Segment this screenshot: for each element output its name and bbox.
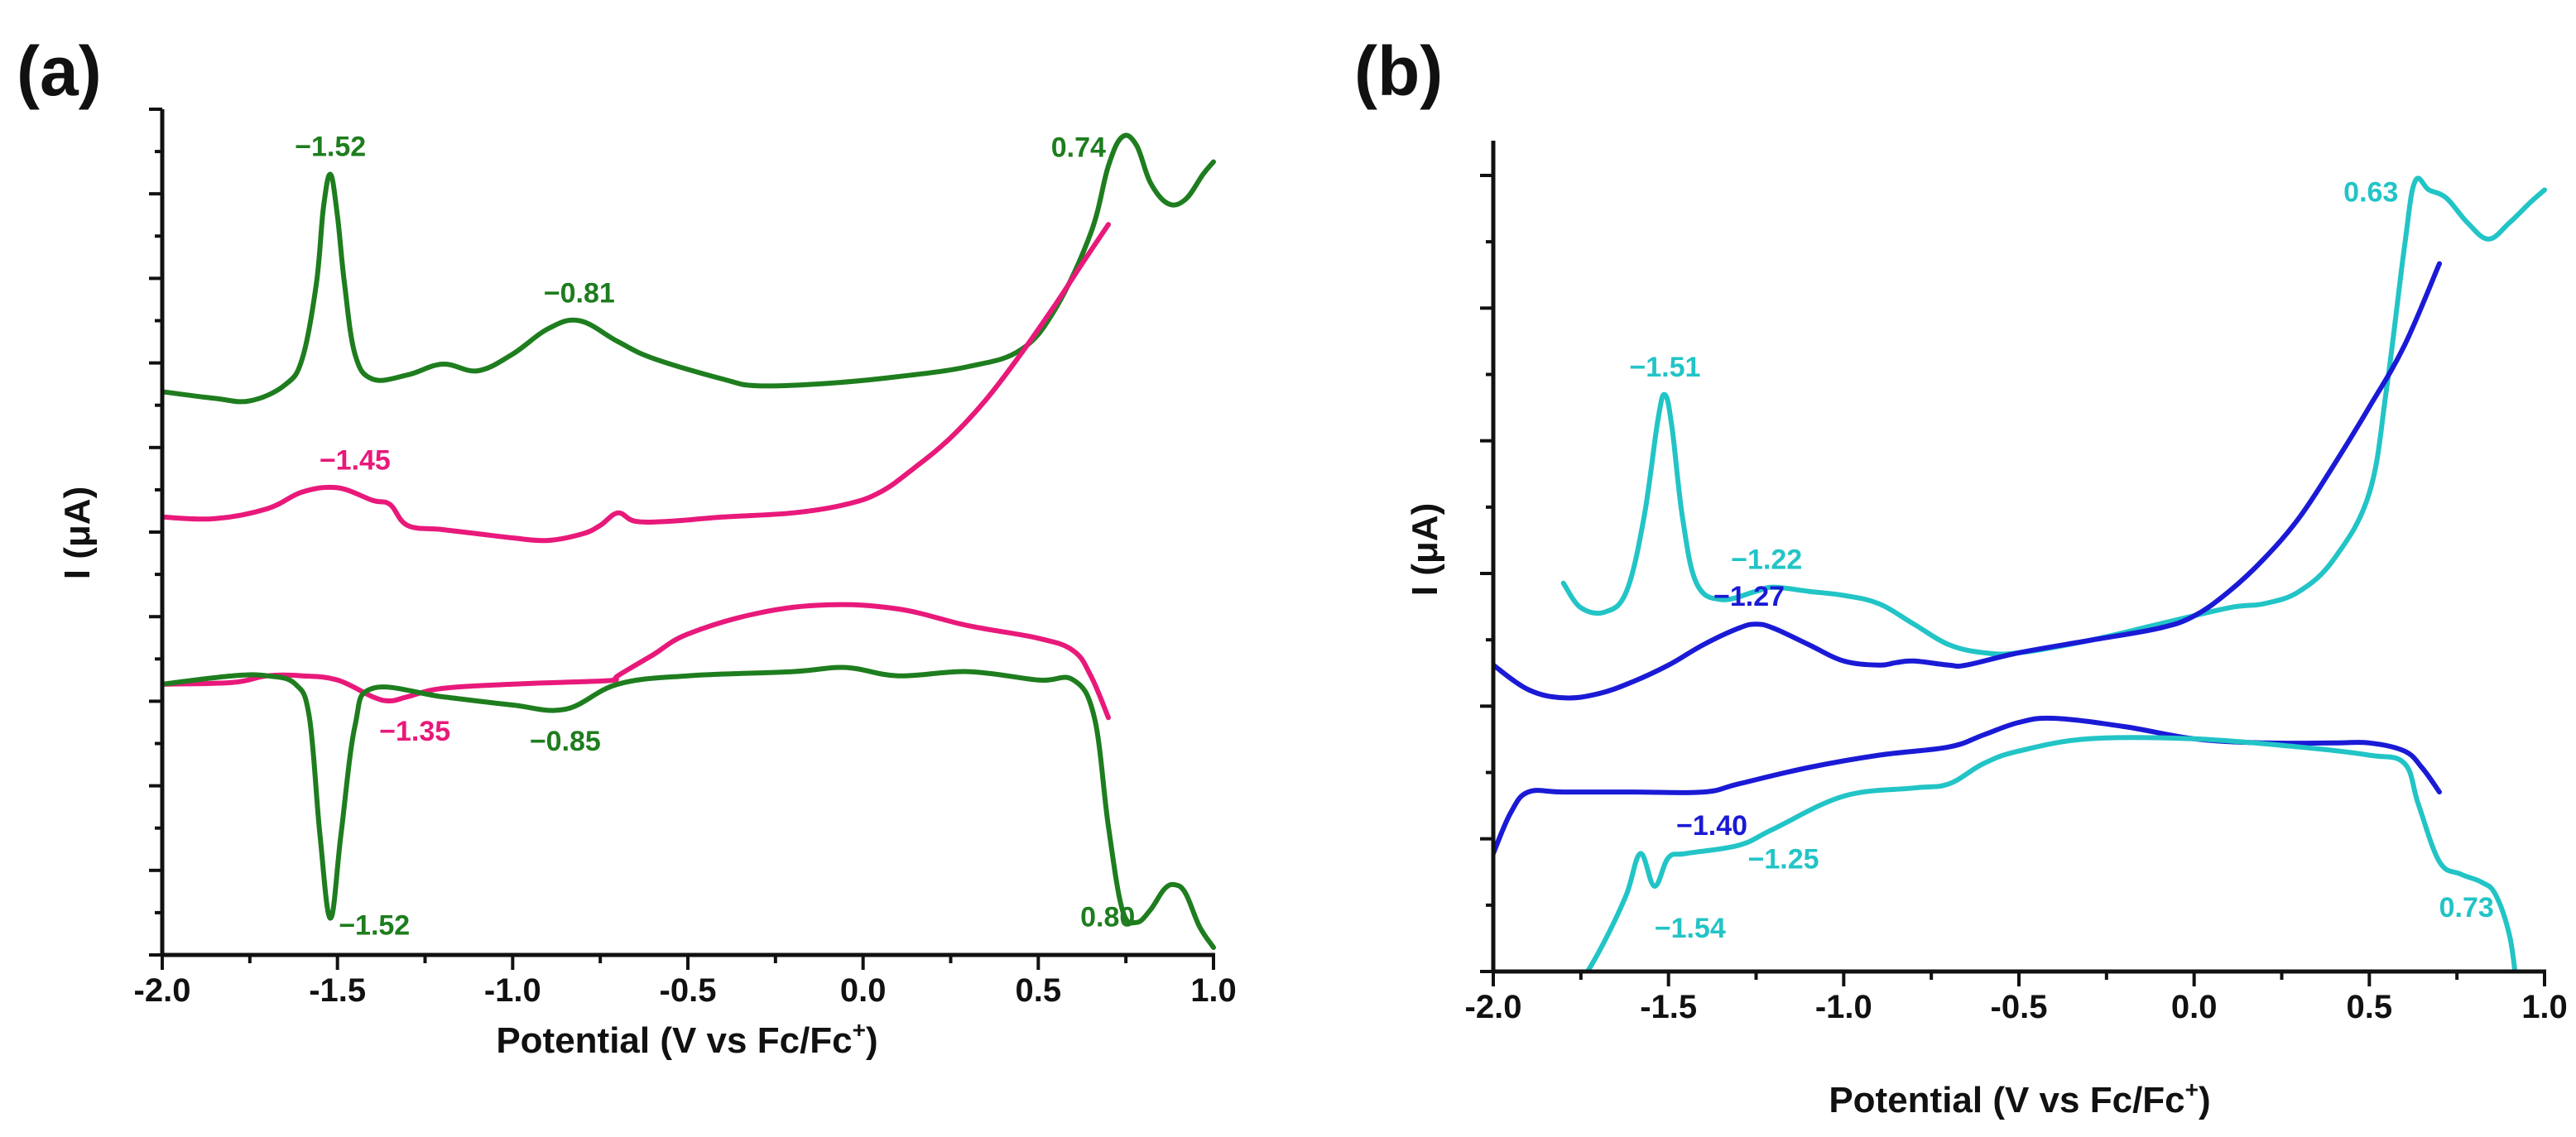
panel-b-xtick-label: 0.0 — [2171, 989, 2218, 1025]
panel-a-peak-label: −1.52 — [295, 132, 366, 163]
panel-b-peak-label: 0.73 — [2439, 892, 2494, 924]
panel-a-xtick-label: 0.5 — [1016, 972, 1062, 1009]
panel-a-xlabel-main: Potential (V vs Fc/Fc — [496, 1020, 852, 1061]
panel-b-xlabel: Potential (V vs Fc/Fc+) — [1829, 1077, 2210, 1120]
panel-b-ylabel: I (μA) — [1405, 503, 1445, 596]
panel-a-peak-label: −1.52 — [339, 910, 410, 942]
panel-a-xtick-label: -1.0 — [484, 972, 541, 1009]
panel-b-series-blue-forward — [1493, 261, 2442, 701]
panel-a-plot: -2.0 -1.5 -1.0 -0.5 0.0 0.5 1.0 −1.52 −0.81 0.74 −… — [134, 108, 1237, 1009]
panel-a-series-pink-forward — [162, 222, 1111, 544]
panel-b-peak-label: −1.27 — [1713, 581, 1785, 612]
panel-b-xtick-label: -0.5 — [1991, 989, 2048, 1025]
panel-b-peak-label: −1.51 — [1629, 352, 1700, 383]
panel-b-plot: -2.0 -1.5 -1.0 -0.5 0.0 0.5 1.0 0.63 −1.51 −1.22 −… — [1465, 174, 2568, 1025]
panel-a-xtick-label: -1.5 — [309, 972, 366, 1009]
panel-b-xtick-label: -1.5 — [1640, 989, 1697, 1025]
panel-a-xtick-label: -0.5 — [660, 972, 717, 1009]
panel-b-xlabel-end: ) — [2199, 1080, 2211, 1120]
panel-b-xtick-label: 1.0 — [2521, 989, 2568, 1025]
panel-a-xtick-label: 1.0 — [1190, 972, 1237, 1009]
panel-b-xtick-label: 0.5 — [2347, 989, 2393, 1025]
panel-a-ylabel: I (μA) — [57, 487, 98, 579]
panel-b-xtick-label: -1.0 — [1815, 989, 1872, 1025]
panel-b-peak-label: −1.25 — [1748, 844, 1819, 876]
panel-a-peak-label: −0.85 — [530, 726, 601, 757]
panel-a-peak-label: −1.45 — [320, 444, 391, 476]
panel-b-label: (b) — [1354, 32, 1443, 110]
panel-b-peak-label: −1.40 — [1676, 810, 1747, 842]
panel-b-peak-label: −1.54 — [1655, 913, 1726, 944]
panel-b-xlabel-sup: + — [2185, 1077, 2199, 1102]
panel-b-peak-label: 0.63 — [2343, 177, 2398, 209]
panel-a-xtick-label: -2.0 — [134, 972, 191, 1009]
panel-a-series-green-forward — [162, 132, 1216, 405]
panel-a-xlabel-end: ) — [866, 1020, 878, 1061]
panel-a-xtick-label: 0.0 — [840, 972, 887, 1009]
panel-a-series-green-reverse — [162, 664, 1216, 950]
panel-b-xtick-label: -2.0 — [1465, 989, 1522, 1025]
panel-b-series-cyan-forward — [1560, 175, 2547, 657]
panel-a-peak-label: 0.74 — [1051, 132, 1106, 163]
panel-a-xlabel: Potential (V vs Fc/Fc+) — [496, 1017, 877, 1061]
panel-a-peak-label: 0.80 — [1080, 902, 1135, 933]
panel-a-peak-label: −1.35 — [379, 716, 450, 747]
panel-a-series-pink-reverse — [162, 602, 1111, 721]
panel-a: (a) -2.0 -1.5 -1.0 -0.5 0.0 0.5 1.0 −1.52 −0.81 0… — [17, 32, 1237, 1061]
panel-b-series-cyan-reverse — [1585, 735, 2518, 970]
panel-a-label: (a) — [17, 32, 102, 110]
panel-b: (b) -2.0 -1.5 -1.0 -0.5 0.0 0.5 1.0 0.63 −1.51 −1… — [1354, 32, 2568, 1120]
panel-b-peak-label: −1.22 — [1731, 545, 1802, 576]
panel-b-series-blue-reverse — [1493, 715, 2442, 856]
panel-a-xlabel-sup: + — [853, 1017, 866, 1043]
panel-a-peak-label: −0.81 — [544, 277, 615, 309]
panel-b-xlabel-main: Potential (V vs Fc/Fc — [1829, 1080, 2184, 1120]
